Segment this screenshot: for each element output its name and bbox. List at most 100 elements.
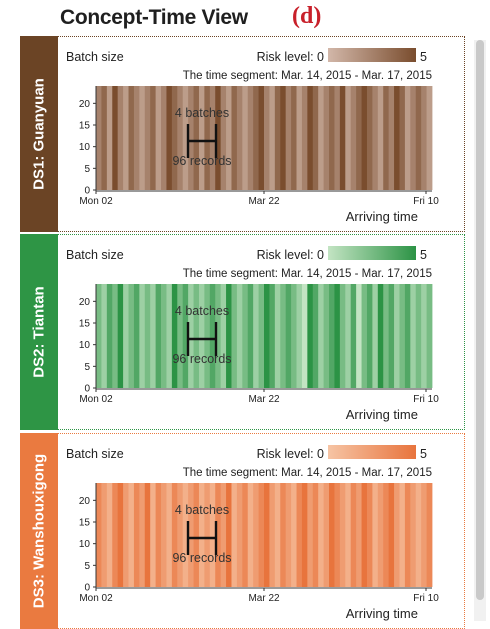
batch-bar[interactable]: [296, 284, 303, 388]
batch-bar[interactable]: [155, 284, 162, 388]
scrollbar-thumb[interactable]: [476, 40, 484, 600]
batch-bar[interactable]: [345, 483, 352, 587]
batch-bar[interactable]: [177, 284, 184, 388]
batch-bar[interactable]: [323, 86, 330, 190]
batch-bar[interactable]: [388, 483, 395, 587]
batch-bar[interactable]: [101, 86, 108, 190]
batch-bar[interactable]: [350, 483, 357, 587]
batch-bar[interactable]: [150, 284, 157, 388]
batch-bar[interactable]: [345, 86, 352, 190]
batch-bar[interactable]: [410, 483, 417, 587]
batch-bar[interactable]: [144, 483, 151, 587]
batch-bar[interactable]: [144, 86, 151, 190]
batch-bar[interactable]: [394, 284, 400, 388]
batch-bar[interactable]: [421, 483, 427, 587]
batch-bar[interactable]: [318, 284, 325, 388]
batch-bar[interactable]: [323, 483, 330, 587]
batch-bar[interactable]: [226, 86, 232, 190]
batch-bar[interactable]: [242, 86, 249, 190]
batch-bar[interactable]: [334, 86, 341, 190]
batch-bar[interactable]: [123, 483, 129, 587]
batch-bar[interactable]: [198, 86, 205, 190]
batch-bar[interactable]: [226, 284, 232, 388]
batch-bar[interactable]: [377, 86, 384, 190]
batch-bar[interactable]: [312, 483, 319, 587]
batch-bar[interactable]: [388, 284, 395, 388]
batch-bar[interactable]: [366, 284, 373, 388]
batch-bar[interactable]: [264, 483, 270, 587]
batch-bar[interactable]: [247, 86, 254, 190]
batch-bar[interactable]: [426, 86, 433, 190]
batch-bar[interactable]: [356, 86, 362, 190]
batch-bar[interactable]: [177, 483, 184, 587]
batch-bar[interactable]: [264, 86, 270, 190]
batch-bar[interactable]: [388, 86, 395, 190]
vertical-scrollbar[interactable]: [474, 40, 486, 621]
batch-bar[interactable]: [215, 86, 222, 190]
batch-bar[interactable]: [399, 284, 406, 388]
batch-bar[interactable]: [236, 284, 243, 388]
batch-bar[interactable]: [161, 284, 167, 388]
batch-bar[interactable]: [128, 483, 135, 587]
batch-bar[interactable]: [231, 86, 238, 190]
batch-bar[interactable]: [301, 483, 308, 587]
batch-bar[interactable]: [383, 86, 390, 190]
batch-bar[interactable]: [301, 284, 308, 388]
batch-bar[interactable]: [356, 483, 362, 587]
batch-bar[interactable]: [426, 483, 433, 587]
batch-bar[interactable]: [139, 483, 146, 587]
batch-bar[interactable]: [155, 483, 162, 587]
batch-bar[interactable]: [253, 284, 259, 388]
batch-bar[interactable]: [193, 483, 200, 587]
batch-bar[interactable]: [96, 86, 102, 190]
batch-bar[interactable]: [280, 86, 287, 190]
batch-bar[interactable]: [366, 86, 373, 190]
batch-bar[interactable]: [220, 483, 227, 587]
batch-bar[interactable]: [171, 86, 178, 190]
batch-bar[interactable]: [226, 483, 232, 587]
batch-bar[interactable]: [356, 284, 362, 388]
batch-bar[interactable]: [394, 86, 400, 190]
batch-bar[interactable]: [421, 284, 427, 388]
batch-bar[interactable]: [117, 284, 124, 388]
batch-bar[interactable]: [258, 86, 265, 190]
batch-bar[interactable]: [182, 86, 189, 190]
batch-bar[interactable]: [112, 86, 119, 190]
batch-bar[interactable]: [242, 284, 249, 388]
batch-bar[interactable]: [345, 284, 352, 388]
batch-bar[interactable]: [415, 483, 422, 587]
batch-bar[interactable]: [144, 284, 151, 388]
batch-bar[interactable]: [329, 86, 335, 190]
batch-bar[interactable]: [112, 483, 119, 587]
batch-bar[interactable]: [394, 483, 400, 587]
batch-bar[interactable]: [220, 284, 227, 388]
batch-bar[interactable]: [231, 284, 238, 388]
batch-bar[interactable]: [171, 284, 178, 388]
batch-bar[interactable]: [296, 483, 303, 587]
batch-bar[interactable]: [372, 284, 379, 388]
batch-bar[interactable]: [269, 483, 276, 587]
batch-bar[interactable]: [106, 86, 113, 190]
batch-bar[interactable]: [204, 86, 211, 190]
batch-bar[interactable]: [139, 284, 146, 388]
batch-bar[interactable]: [128, 86, 135, 190]
batch-bar[interactable]: [204, 483, 211, 587]
batch-bar[interactable]: [415, 86, 422, 190]
batch-bar[interactable]: [285, 284, 292, 388]
batch-bar[interactable]: [404, 284, 411, 388]
batch-bar[interactable]: [383, 483, 390, 587]
batch-bar[interactable]: [350, 284, 357, 388]
batch-bar[interactable]: [204, 284, 211, 388]
batch-bar[interactable]: [404, 483, 411, 587]
batch-bar[interactable]: [323, 284, 330, 388]
batch-bar[interactable]: [101, 483, 108, 587]
batch-bar[interactable]: [339, 284, 346, 388]
batch-bar[interactable]: [188, 86, 194, 190]
batch-bar[interactable]: [155, 86, 162, 190]
batch-bar[interactable]: [274, 284, 281, 388]
batch-bar[interactable]: [285, 483, 292, 587]
batch-bar[interactable]: [361, 483, 368, 587]
batch-bar[interactable]: [312, 86, 319, 190]
batch-bar[interactable]: [291, 86, 297, 190]
batch-bar[interactable]: [215, 483, 222, 587]
